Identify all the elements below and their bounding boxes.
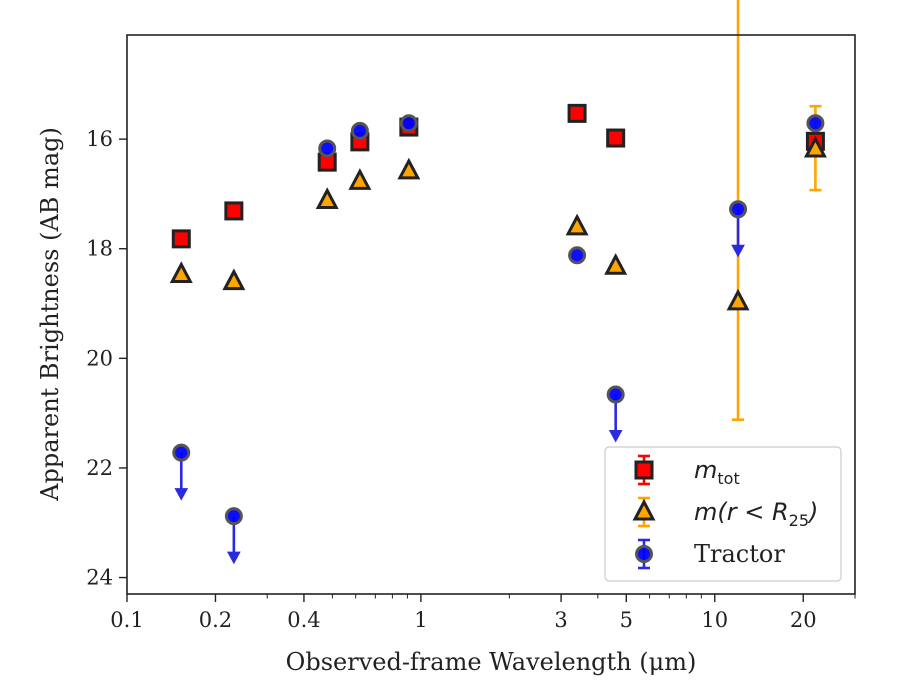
y-tick-label: 20 xyxy=(86,346,113,370)
x-tick-label: 3 xyxy=(554,608,567,632)
legend-label-main: m(r < R xyxy=(694,498,789,526)
legend-label: mtot xyxy=(694,456,740,488)
circle-marker xyxy=(399,114,418,133)
legend-marker xyxy=(635,545,653,563)
circle-marker xyxy=(224,507,243,526)
circle-marker xyxy=(729,200,748,219)
x-tick-label: 20 xyxy=(790,608,817,632)
legend-label-main: m xyxy=(694,456,717,484)
x-tick-label: 5 xyxy=(620,608,633,632)
triangle-marker xyxy=(222,268,246,291)
x-tick-label: 10 xyxy=(701,608,728,632)
legend-label: Tractor xyxy=(694,540,785,568)
circle-marker xyxy=(172,443,191,462)
legend: mtot m(r < R25) Tractor xyxy=(604,446,842,582)
legend-label: m(r < R25) xyxy=(694,498,818,530)
axis-ticks: 0.1 0.2 0.4 1 3 5 10 20 16 18 20 22 24 xyxy=(86,127,856,632)
triangle-marker xyxy=(397,157,421,180)
x-tick-label: 0.4 xyxy=(287,608,320,632)
legend-box xyxy=(604,446,842,582)
y-tick-label: 22 xyxy=(86,456,113,480)
triangle-marker xyxy=(315,187,339,210)
x-tick-label: 1 xyxy=(414,608,427,632)
circle-marker xyxy=(568,246,587,265)
circle-marker xyxy=(350,121,369,140)
circle-marker xyxy=(806,114,825,133)
circle-marker xyxy=(318,139,337,158)
y-tick-label: 24 xyxy=(86,566,113,590)
legend-label-sub: tot xyxy=(717,469,739,488)
plot-frame xyxy=(126,34,856,595)
legend-entry: mtot xyxy=(634,454,740,488)
y-tick-label: 18 xyxy=(86,237,113,261)
triangle-marker xyxy=(604,253,628,275)
x-axis-label: Observed-frame Wavelength (μm) xyxy=(286,648,697,676)
legend-entry: m(r < R25) xyxy=(632,496,818,530)
x-tick-label: 0.2 xyxy=(199,608,232,632)
triangle-marker xyxy=(565,213,589,236)
data-marks xyxy=(169,0,827,565)
x-tick-label: 0.1 xyxy=(110,608,143,632)
triangle-marker xyxy=(803,135,827,158)
square-marker xyxy=(224,201,244,221)
legend-label-sub: 25 xyxy=(789,511,809,530)
square-marker xyxy=(567,103,587,123)
legend-marker xyxy=(632,498,656,521)
legend-entry: Tractor xyxy=(635,538,785,570)
square-marker xyxy=(171,229,191,249)
triangle-marker xyxy=(348,168,372,190)
y-axis-label: Apparent Brightness (AB mag) xyxy=(36,127,64,502)
circle-marker xyxy=(606,385,625,404)
square-marker xyxy=(606,128,626,148)
legend-label-tail: ) xyxy=(807,498,818,526)
triangle-marker xyxy=(169,261,193,283)
y-tick-label: 16 xyxy=(86,127,113,151)
triangle-marker xyxy=(726,288,750,311)
legend-marker xyxy=(634,460,654,480)
